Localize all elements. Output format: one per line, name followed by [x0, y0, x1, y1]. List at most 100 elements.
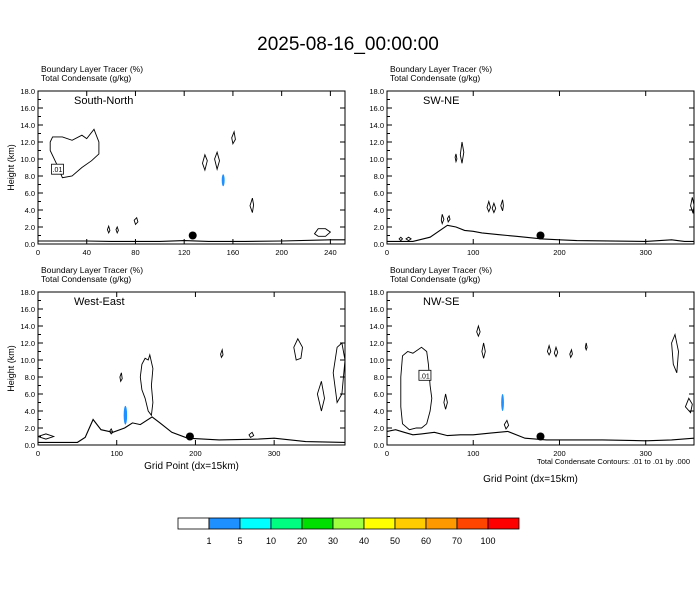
- condensate-contour: [400, 346, 433, 431]
- y-tick-label: 4.0: [25, 206, 35, 215]
- panel-plot-area: .01: [38, 128, 345, 242]
- colorbar-swatch: [208, 517, 241, 530]
- x-tick-label: 40: [83, 248, 91, 257]
- condensate-contour: [443, 393, 448, 410]
- condensate-contour: [293, 337, 303, 361]
- y-tick-label: 6.0: [374, 390, 384, 399]
- y-tick-label: 8.0: [374, 172, 384, 181]
- location-marker: [536, 231, 545, 240]
- tracer-shade: [501, 394, 504, 411]
- x-tick-label: 0: [36, 449, 40, 458]
- y-tick-label: 12.0: [369, 138, 384, 147]
- y-tick-label: 8.0: [25, 373, 35, 382]
- contour-label: .01: [53, 167, 63, 174]
- x-axis-label: Grid Point (dx=15km): [483, 474, 578, 485]
- colorbar-label: 20: [297, 536, 307, 546]
- y-tick-label: 14.0: [369, 121, 384, 130]
- y-tick-label: 18.0: [20, 87, 35, 96]
- y-tick-label: 4.0: [374, 206, 384, 215]
- x-tick-label: 300: [639, 449, 652, 458]
- panel-label: SW-NE: [423, 95, 459, 107]
- x-tick-label: 80: [131, 248, 139, 257]
- contour-label: .01: [420, 373, 430, 380]
- y-tick-label: 0.0: [25, 441, 35, 450]
- x-tick-label: 160: [227, 248, 240, 257]
- y-tick-label: 2.0: [25, 424, 35, 433]
- contour-info-note: Total Condensate Contours: .01 to .01 by…: [537, 457, 690, 466]
- y-tick-label: 10.0: [369, 155, 384, 164]
- colorbar-swatch: [394, 517, 427, 530]
- condensate-contour: [491, 201, 497, 214]
- y-tick-label: 14.0: [369, 322, 384, 331]
- condensate-contour: [313, 228, 332, 237]
- panel-frame: [37, 90, 346, 245]
- tracer-shade: [123, 405, 128, 425]
- y-tick-label: 4.0: [25, 407, 35, 416]
- terrain-line: [387, 429, 694, 442]
- y-tick-label: 2.0: [374, 424, 384, 433]
- x-tick-label: 100: [467, 248, 480, 257]
- condensate-contour: [546, 343, 552, 356]
- y-tick-label: 10.0: [20, 356, 35, 365]
- condensate-contour: [398, 236, 404, 242]
- y-tick-label: 6.0: [25, 189, 35, 198]
- condensate-contour: [584, 342, 588, 352]
- y-tick-label: 6.0: [374, 189, 384, 198]
- colorbar-swatch: [487, 517, 520, 530]
- panel-frame: [386, 90, 695, 245]
- y-axis-label: Height (km): [6, 144, 16, 191]
- condensate-contour: [332, 342, 345, 404]
- condensate-contour: [248, 431, 255, 439]
- condensate-contour: [249, 197, 255, 213]
- condensate-contour: [231, 130, 236, 145]
- condensate-contour: [690, 197, 694, 214]
- panel-sw-ne: Boundary Layer Tracer (%)Total Condensat…: [369, 64, 695, 257]
- condensate-contour: [106, 224, 111, 235]
- y-tick-label: 8.0: [25, 172, 35, 181]
- x-tick-label: 300: [268, 449, 281, 458]
- colorbar-swatch: [456, 517, 489, 530]
- condensate-contour: [454, 153, 458, 164]
- condensate-contour: [486, 199, 491, 213]
- condensate-contour: [38, 433, 56, 440]
- x-tick-label: 200: [553, 248, 566, 257]
- condensate-contour: [139, 353, 154, 417]
- location-marker: [185, 432, 194, 441]
- y-tick-label: 2.0: [374, 223, 384, 232]
- x-tick-label: 200: [275, 248, 288, 257]
- colorbar-label: 100: [480, 536, 495, 546]
- x-tick-label: 300: [639, 248, 652, 257]
- panel-label: NW-SE: [423, 296, 459, 308]
- condensate-contour: [459, 141, 465, 164]
- y-tick-label: 14.0: [20, 121, 35, 130]
- y-tick-label: 18.0: [369, 288, 384, 297]
- x-tick-label: 0: [36, 248, 40, 257]
- terrain-line: [387, 224, 694, 242]
- colorbar-label: 1: [206, 536, 211, 546]
- condensate-contour: [202, 153, 208, 172]
- panel-header-line: Boundary Layer Tracer (%): [41, 265, 143, 275]
- panel-frame: [37, 291, 346, 446]
- y-tick-label: 16.0: [369, 305, 384, 314]
- contour-label-box: [418, 369, 432, 381]
- condensate-contour: [503, 419, 510, 430]
- condensate-contour: [446, 214, 451, 223]
- colorbar-label: 50: [390, 536, 400, 546]
- condensate-contour: [684, 397, 693, 414]
- y-tick-label: 12.0: [369, 339, 384, 348]
- y-tick-label: 16.0: [20, 104, 35, 113]
- panel-header-line: Boundary Layer Tracer (%): [390, 64, 492, 74]
- y-tick-label: 6.0: [25, 390, 35, 399]
- colorbar-swatch: [270, 517, 303, 530]
- contour-label-box: [51, 163, 64, 175]
- x-tick-label: 0: [385, 248, 389, 257]
- condensate-contour: [500, 199, 504, 211]
- condensate-contour: [569, 348, 573, 359]
- condensate-contour: [316, 381, 325, 412]
- colorbar-swatch: [301, 517, 334, 530]
- panel-frame: [386, 291, 695, 446]
- colorbar-swatch: [239, 517, 272, 530]
- terrain-line: [38, 239, 345, 242]
- y-tick-label: 16.0: [369, 104, 384, 113]
